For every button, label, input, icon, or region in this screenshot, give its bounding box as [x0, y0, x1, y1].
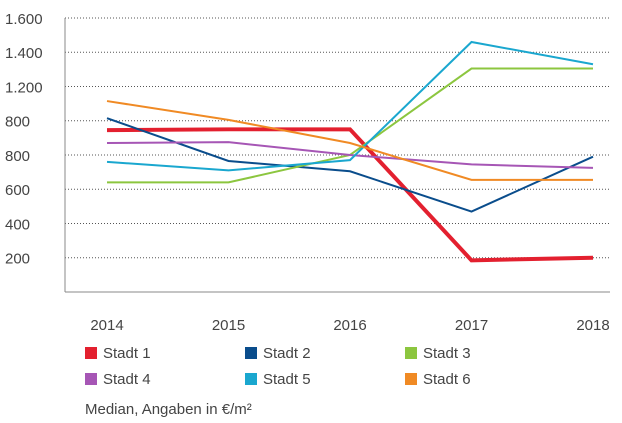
- series-line: [106, 100, 593, 181]
- series-line: [106, 127, 594, 263]
- y-tick-label: 600: [5, 182, 30, 199]
- y-tick-label: 1.600: [5, 11, 43, 28]
- x-tick-label: 2014: [90, 317, 123, 334]
- y-tick-label: 1.400: [5, 45, 43, 62]
- x-tick-label: 2015: [212, 317, 245, 334]
- legend-swatch: [245, 347, 257, 359]
- y-tick-label: 800: [5, 114, 30, 131]
- y-tick-label: 1.200: [5, 79, 43, 96]
- legend-label: Stadt 5: [263, 371, 311, 388]
- legend-label: Stadt 1: [103, 345, 151, 362]
- legend-label: Stadt 3: [423, 345, 471, 362]
- series-line: [106, 117, 594, 213]
- legend-swatch: [245, 373, 257, 385]
- footnote: Median, Angaben in €/m²: [85, 401, 252, 418]
- series-line: [106, 141, 594, 169]
- y-tick-label: 200: [5, 251, 30, 268]
- legend-label: Stadt 4: [103, 371, 151, 388]
- x-tick-label: 2018: [576, 317, 609, 334]
- x-tick-label: 2017: [455, 317, 488, 334]
- legend-swatch: [85, 347, 97, 359]
- legend-label: Stadt 6: [423, 371, 471, 388]
- y-tick-label: 800: [5, 148, 30, 165]
- y-tick-label: 400: [5, 216, 30, 233]
- legend-swatch: [85, 373, 97, 385]
- x-tick-label: 2016: [333, 317, 366, 334]
- legend-swatch: [405, 373, 417, 385]
- series-line: [106, 40, 594, 172]
- legend-swatch: [405, 347, 417, 359]
- legend-label: Stadt 2: [263, 345, 311, 362]
